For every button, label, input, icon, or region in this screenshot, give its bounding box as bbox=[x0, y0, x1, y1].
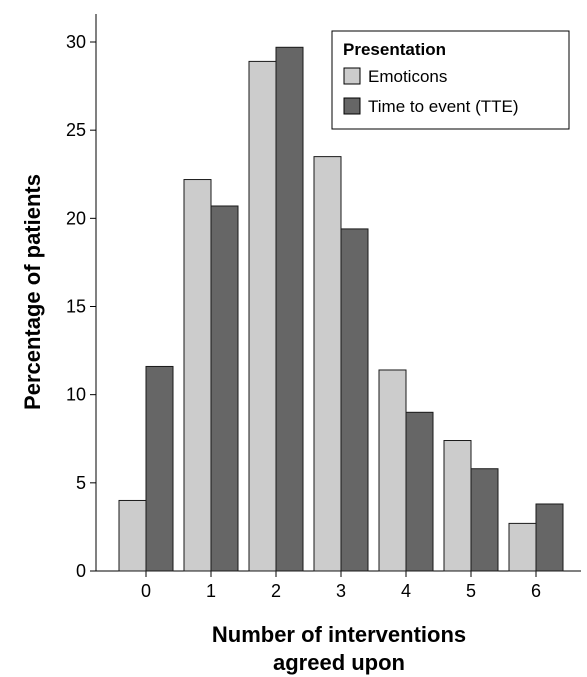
legend: Presentation Emoticons Time to event (TT… bbox=[331, 30, 570, 130]
x-tick-label: 4 bbox=[401, 581, 411, 601]
bar-tte-5 bbox=[470, 468, 499, 572]
legend-title: Presentation bbox=[343, 40, 446, 59]
legend-swatch-emoticons bbox=[343, 67, 361, 85]
y-tick-label: 30 bbox=[66, 32, 86, 52]
bar-tte-6 bbox=[535, 503, 564, 572]
y-tick-label: 10 bbox=[66, 385, 86, 405]
bar-emoticons-0 bbox=[118, 499, 147, 572]
legend-swatch-tte bbox=[343, 97, 361, 115]
bar-emoticons-1 bbox=[183, 179, 212, 572]
legend-label-emoticons: Emoticons bbox=[368, 67, 447, 86]
x-tick-label: 5 bbox=[466, 581, 476, 601]
y-tick-label: 5 bbox=[76, 473, 86, 493]
bar-tte-1 bbox=[210, 205, 239, 572]
x-tick-label: 3 bbox=[336, 581, 346, 601]
x-axis-ticks: 0 1 2 3 4 5 6 bbox=[141, 571, 541, 601]
x-axis-title-line-1: Number of interventions bbox=[212, 622, 466, 647]
legend-box bbox=[331, 30, 570, 130]
bar-tte-0 bbox=[145, 365, 174, 572]
x-tick-label: 0 bbox=[141, 581, 151, 601]
x-tick-label: 2 bbox=[271, 581, 281, 601]
x-tick-label: 1 bbox=[206, 581, 216, 601]
y-tick-label: 15 bbox=[66, 297, 86, 317]
bar-emoticons-2 bbox=[248, 60, 277, 572]
x-tick-label: 6 bbox=[531, 581, 541, 601]
bar-emoticons-3 bbox=[313, 156, 342, 572]
bar-tte-2 bbox=[275, 46, 304, 572]
x-axis-title-line-2: agreed upon bbox=[273, 650, 405, 675]
y-tick-label: 25 bbox=[66, 120, 86, 140]
y-axis-ticks: 0 5 10 15 20 25 30 bbox=[66, 32, 96, 581]
bar-emoticons-5 bbox=[443, 440, 472, 572]
y-tick-label: 20 bbox=[66, 208, 86, 228]
bar-tte-3 bbox=[340, 228, 369, 572]
bars-group bbox=[118, 46, 564, 572]
bar-tte-4 bbox=[405, 411, 434, 572]
y-tick-label: 0 bbox=[76, 561, 86, 581]
bar-emoticons-6 bbox=[508, 522, 537, 572]
y-axis-title: Percentage of patients bbox=[20, 174, 45, 410]
legend-label-tte: Time to event (TTE) bbox=[368, 97, 519, 116]
bar-emoticons-4 bbox=[378, 369, 407, 572]
